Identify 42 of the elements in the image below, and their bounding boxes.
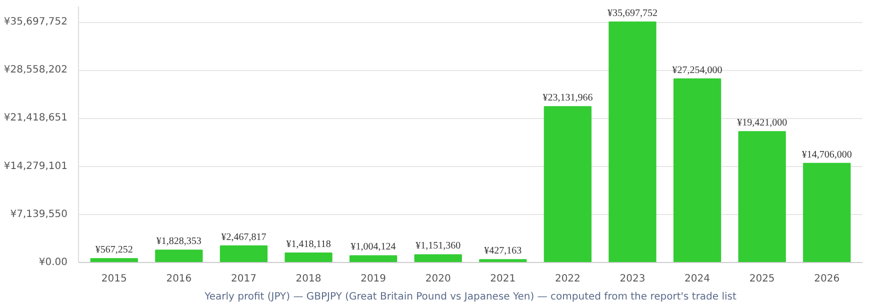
x-tick-label: 2025 [749, 274, 775, 284]
y-tick-label: ¥28,558,202 [4, 64, 68, 76]
data-label: ¥19,421,000 [737, 118, 788, 129]
bar [673, 78, 722, 262]
y-tick-label: ¥14,279,101 [4, 160, 68, 172]
bar [608, 22, 656, 262]
x-tick-label: 2026 [814, 274, 840, 284]
text: Yearly profit (JPY) — GBPJPY (Great Britain Pound vs Japanese Yen) — computed from the report's trade list [204, 292, 736, 302]
x-tick-label: 2018 [296, 274, 322, 284]
x-tick-label: 2016 [166, 274, 192, 284]
data-label: ¥35,697,752 [607, 8, 658, 20]
data-label: ¥23,131,966 [542, 92, 593, 104]
y-tick-label: ¥7,139,550 [10, 208, 68, 220]
bar [284, 252, 332, 262]
data-label: ¥2,467,817 [221, 232, 266, 243]
x-tick-label: 2020 [425, 274, 451, 284]
bar [90, 258, 138, 262]
bar [803, 162, 851, 262]
data-label: ¥1,418,118 [286, 238, 331, 250]
x-tick-label: 2021 [490, 274, 516, 284]
x-tick-label: 2022 [554, 274, 580, 284]
data-label: ¥1,004,124 [350, 242, 396, 253]
bar [155, 250, 203, 262]
y-tick-label: ¥35,697,752 [4, 16, 68, 28]
y-tick-label: ¥0.00 [38, 257, 68, 268]
data-label: ¥1,151,360 [416, 240, 461, 252]
bar [738, 131, 786, 262]
x-tick-label: 2024 [684, 274, 710, 284]
x-tick-label: 2015 [101, 274, 127, 284]
bar [414, 254, 462, 262]
x-tick-label: 2017 [231, 274, 256, 284]
data-label: ¥567,252 [95, 244, 133, 256]
bar [349, 255, 398, 262]
x-tick-label: 2023 [620, 274, 646, 284]
x-tick-label: 2019 [360, 274, 386, 284]
data-label: ¥427,163 [484, 246, 522, 257]
data-label: ¥14,706,000 [802, 149, 852, 160]
y-tick-label: ¥21,418,651 [4, 112, 68, 124]
bar [220, 245, 268, 262]
data-label: ¥27,254,000 [672, 64, 722, 76]
data-label: ¥1,828,353 [156, 236, 202, 248]
bar [544, 106, 592, 262]
